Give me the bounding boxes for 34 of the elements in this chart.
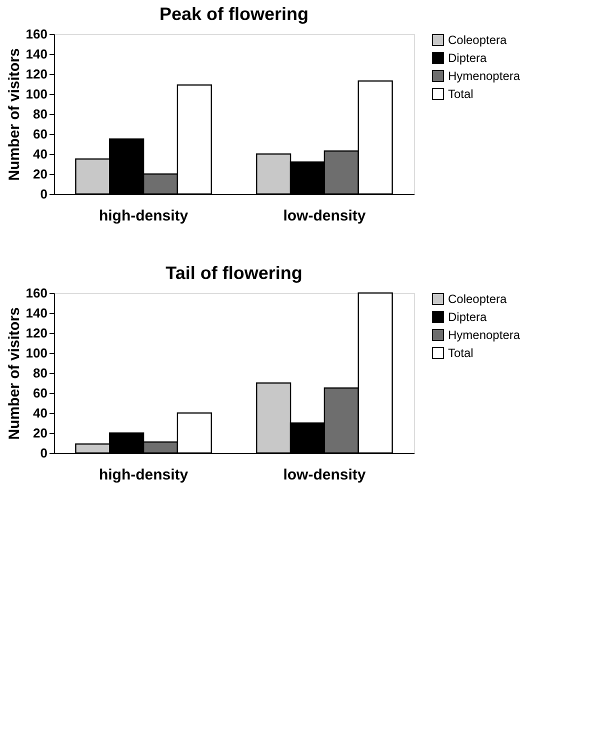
y-tick-label: 20 <box>33 426 48 440</box>
legend-label: Total <box>448 87 474 101</box>
legend-label: Diptera <box>448 310 488 324</box>
y-tick-label: 160 <box>26 286 48 300</box>
y-tick-label: 100 <box>26 346 48 360</box>
legend-label: Coleoptera <box>448 33 508 47</box>
x-tick-label: high-density <box>98 208 189 224</box>
y-tick-label: 140 <box>26 46 48 62</box>
y-tick-label: 20 <box>33 166 48 182</box>
y-tick-label: 100 <box>26 86 48 102</box>
y-tick-label: 0 <box>40 446 48 460</box>
y-tick-label: 140 <box>26 306 48 320</box>
legend-label: Hymenoptera <box>448 328 520 342</box>
x-tick-label: high-density <box>98 466 189 484</box>
chart-title: Tail of flowering <box>166 263 302 283</box>
legend-label: Total <box>448 346 474 360</box>
y-tick-label: 160 <box>26 26 48 42</box>
y-tick-label: 120 <box>26 326 48 340</box>
y-tick-label: 0 <box>40 186 48 202</box>
y-tick-label: 60 <box>33 126 48 142</box>
legend-label: Hymenoptera <box>448 69 520 83</box>
y-tick-label: 40 <box>33 406 48 420</box>
legend-label: Coleoptera <box>448 292 508 306</box>
y-axis-title: Number of visitors <box>6 48 23 181</box>
y-tick-label: 40 <box>33 146 48 162</box>
y-tick-label: 80 <box>33 366 48 380</box>
x-tick-label: low-density <box>283 466 366 484</box>
legend-label: Diptera <box>448 51 488 65</box>
y-tick-label: 60 <box>33 386 48 400</box>
y-tick-label: 80 <box>33 106 48 122</box>
chart-title: Peak of flowering <box>159 4 309 24</box>
y-tick-label: 120 <box>26 66 48 82</box>
y-axis-title: Number of visitors <box>6 307 23 440</box>
x-tick-label: low-density <box>283 208 366 224</box>
